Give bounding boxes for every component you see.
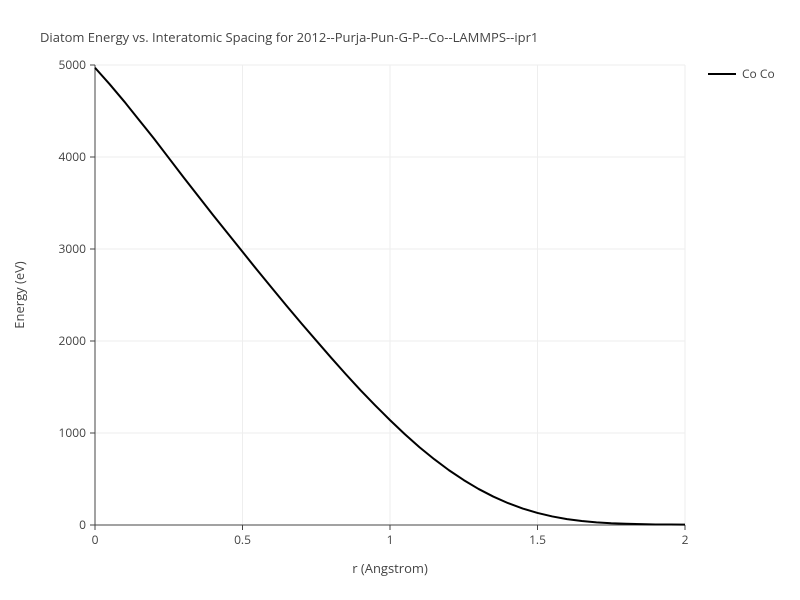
y-tick-label: 5000 [59,56,87,73]
y-tick-label: 2000 [59,332,87,349]
legend: Co Co [708,65,775,82]
y-tick-label: 0 [79,516,86,533]
chart-svg: 0 0.5 1 1.5 2 0 1000 2000 3000 4000 5000 [0,0,800,600]
y-tick-label: 1000 [59,424,87,441]
y-tick-label: 4000 [59,148,87,165]
legend-item[interactable]: Co Co [708,65,775,82]
x-axis-label: r (Angstrom) [352,559,428,577]
legend-line-swatch [708,73,736,75]
x-tick-label: 0 [92,531,99,548]
chart-title: Diatom Energy vs. Interatomic Spacing fo… [40,28,538,46]
x-tick-label: 2 [682,531,689,548]
chart-container: 0 0.5 1 1.5 2 0 1000 2000 3000 4000 5000 Diatom En… [0,0,800,600]
y-tick-label: 3000 [59,240,87,257]
y-axis-label: Energy (eV) [10,261,28,328]
legend-label: Co Co [742,65,775,82]
x-tick-label: 1.5 [529,531,546,548]
x-tick-label: 0.5 [234,531,251,548]
x-tick-label: 1 [387,531,394,548]
